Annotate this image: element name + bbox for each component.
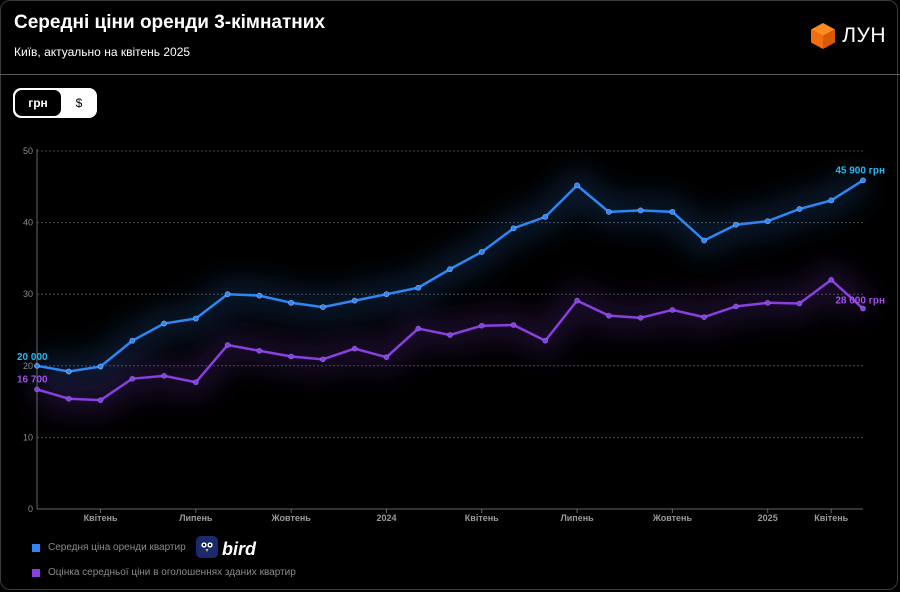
data-point (733, 221, 739, 228)
y-tick-label: 50 (23, 146, 33, 156)
data-point (224, 342, 231, 348)
currency-option-usd[interactable]: $ (75, 96, 83, 110)
data-point (192, 379, 199, 386)
data-point (288, 353, 295, 360)
data-point (828, 197, 835, 204)
data-point (764, 299, 771, 306)
x-tick-label: Жовтень (270, 513, 311, 523)
data-point (161, 320, 167, 327)
end-value-label: 28 000 грн (835, 296, 885, 307)
y-tick-label: 40 (23, 218, 33, 228)
data-point (192, 315, 199, 322)
x-tick-label: Липень (560, 513, 594, 523)
data-point (733, 303, 739, 310)
cube-logo-icon (810, 22, 836, 50)
start-value-label: 20 000 (17, 352, 48, 363)
end-value-label: 45 900 грн (835, 165, 885, 176)
data-point (828, 276, 835, 283)
data-point (415, 284, 422, 291)
data-point (34, 386, 40, 393)
y-tick-label: 0 (28, 504, 33, 514)
legend-item-avg-price[interactable]: Середня ціна оренди квартир (32, 542, 186, 553)
brand-logo[interactable]: ЛУН (810, 22, 886, 50)
x-tick-label: 2024 (376, 513, 396, 523)
data-point (574, 182, 580, 189)
data-point (224, 291, 231, 298)
data-point (97, 363, 104, 370)
data-point (320, 356, 326, 363)
data-point (320, 304, 326, 310)
data-point (510, 225, 517, 232)
start-value-label: 16 700 (17, 374, 48, 385)
y-tick-label: 30 (23, 289, 33, 299)
y-tick-label: 10 (23, 432, 33, 442)
data-point (161, 372, 167, 379)
data-point (97, 397, 104, 404)
data-point (860, 305, 866, 312)
data-point (351, 297, 358, 304)
data-point (34, 362, 40, 369)
x-tick-label: 2025 (758, 513, 778, 523)
data-point (129, 375, 136, 382)
data-point (478, 249, 485, 255)
data-point (637, 207, 644, 214)
data-point (129, 337, 136, 344)
data-point (351, 345, 358, 352)
data-point (860, 177, 866, 184)
chart-subtitle: Київ, актуально на квітень 2025 (14, 45, 191, 59)
data-point (542, 337, 549, 344)
data-point (605, 208, 612, 215)
data-point (447, 266, 453, 273)
x-tick-label: Квітень (84, 513, 118, 523)
data-point (256, 347, 263, 354)
currency-toggle: грн $ (13, 88, 97, 118)
legend-label: Оцінка середньої ціни в оголошеннях здан… (48, 567, 296, 578)
data-point (478, 322, 485, 329)
x-tick-label: Липень (179, 513, 213, 523)
data-point (764, 218, 771, 225)
bird-wordmark: bird (222, 539, 256, 559)
data-point (65, 368, 72, 375)
data-point (605, 312, 612, 319)
data-point (65, 395, 72, 402)
data-point (542, 213, 549, 220)
data-point (637, 314, 644, 321)
legend-swatch-blue (32, 543, 40, 552)
x-tick-label: Жовтень (652, 513, 693, 523)
brand-name: ЛУН (842, 24, 886, 47)
legend-swatch-purple (32, 568, 40, 577)
x-tick-label: Квітень (814, 513, 848, 523)
data-point (383, 354, 390, 361)
data-point (288, 299, 295, 306)
chart-title: Середні ціни оренди 3-кімнатних (14, 12, 326, 33)
bird-watermark: bird (196, 536, 256, 563)
data-point (256, 292, 263, 299)
data-point (447, 332, 453, 338)
legend-label: Середня ціна оренди квартир (48, 542, 186, 553)
bird-logo-icon (196, 536, 218, 563)
data-point (510, 322, 517, 328)
data-point (383, 291, 390, 298)
data-point (415, 325, 422, 332)
data-point (701, 314, 708, 321)
currency-option-uah[interactable]: грн (15, 90, 61, 116)
data-point (796, 300, 803, 307)
y-tick-label: 20 (23, 361, 33, 371)
data-point (669, 208, 676, 215)
chart-header: Середні ціни оренди 3-кімнатних Київ, ак… (0, 0, 900, 75)
data-point (701, 237, 708, 244)
legend-item-estimated-price[interactable]: Оцінка середньої ціни в оголошеннях здан… (32, 567, 296, 578)
x-tick-label: Квітень (465, 513, 499, 523)
data-point (796, 206, 803, 212)
data-point (669, 307, 676, 313)
data-point (574, 297, 580, 304)
